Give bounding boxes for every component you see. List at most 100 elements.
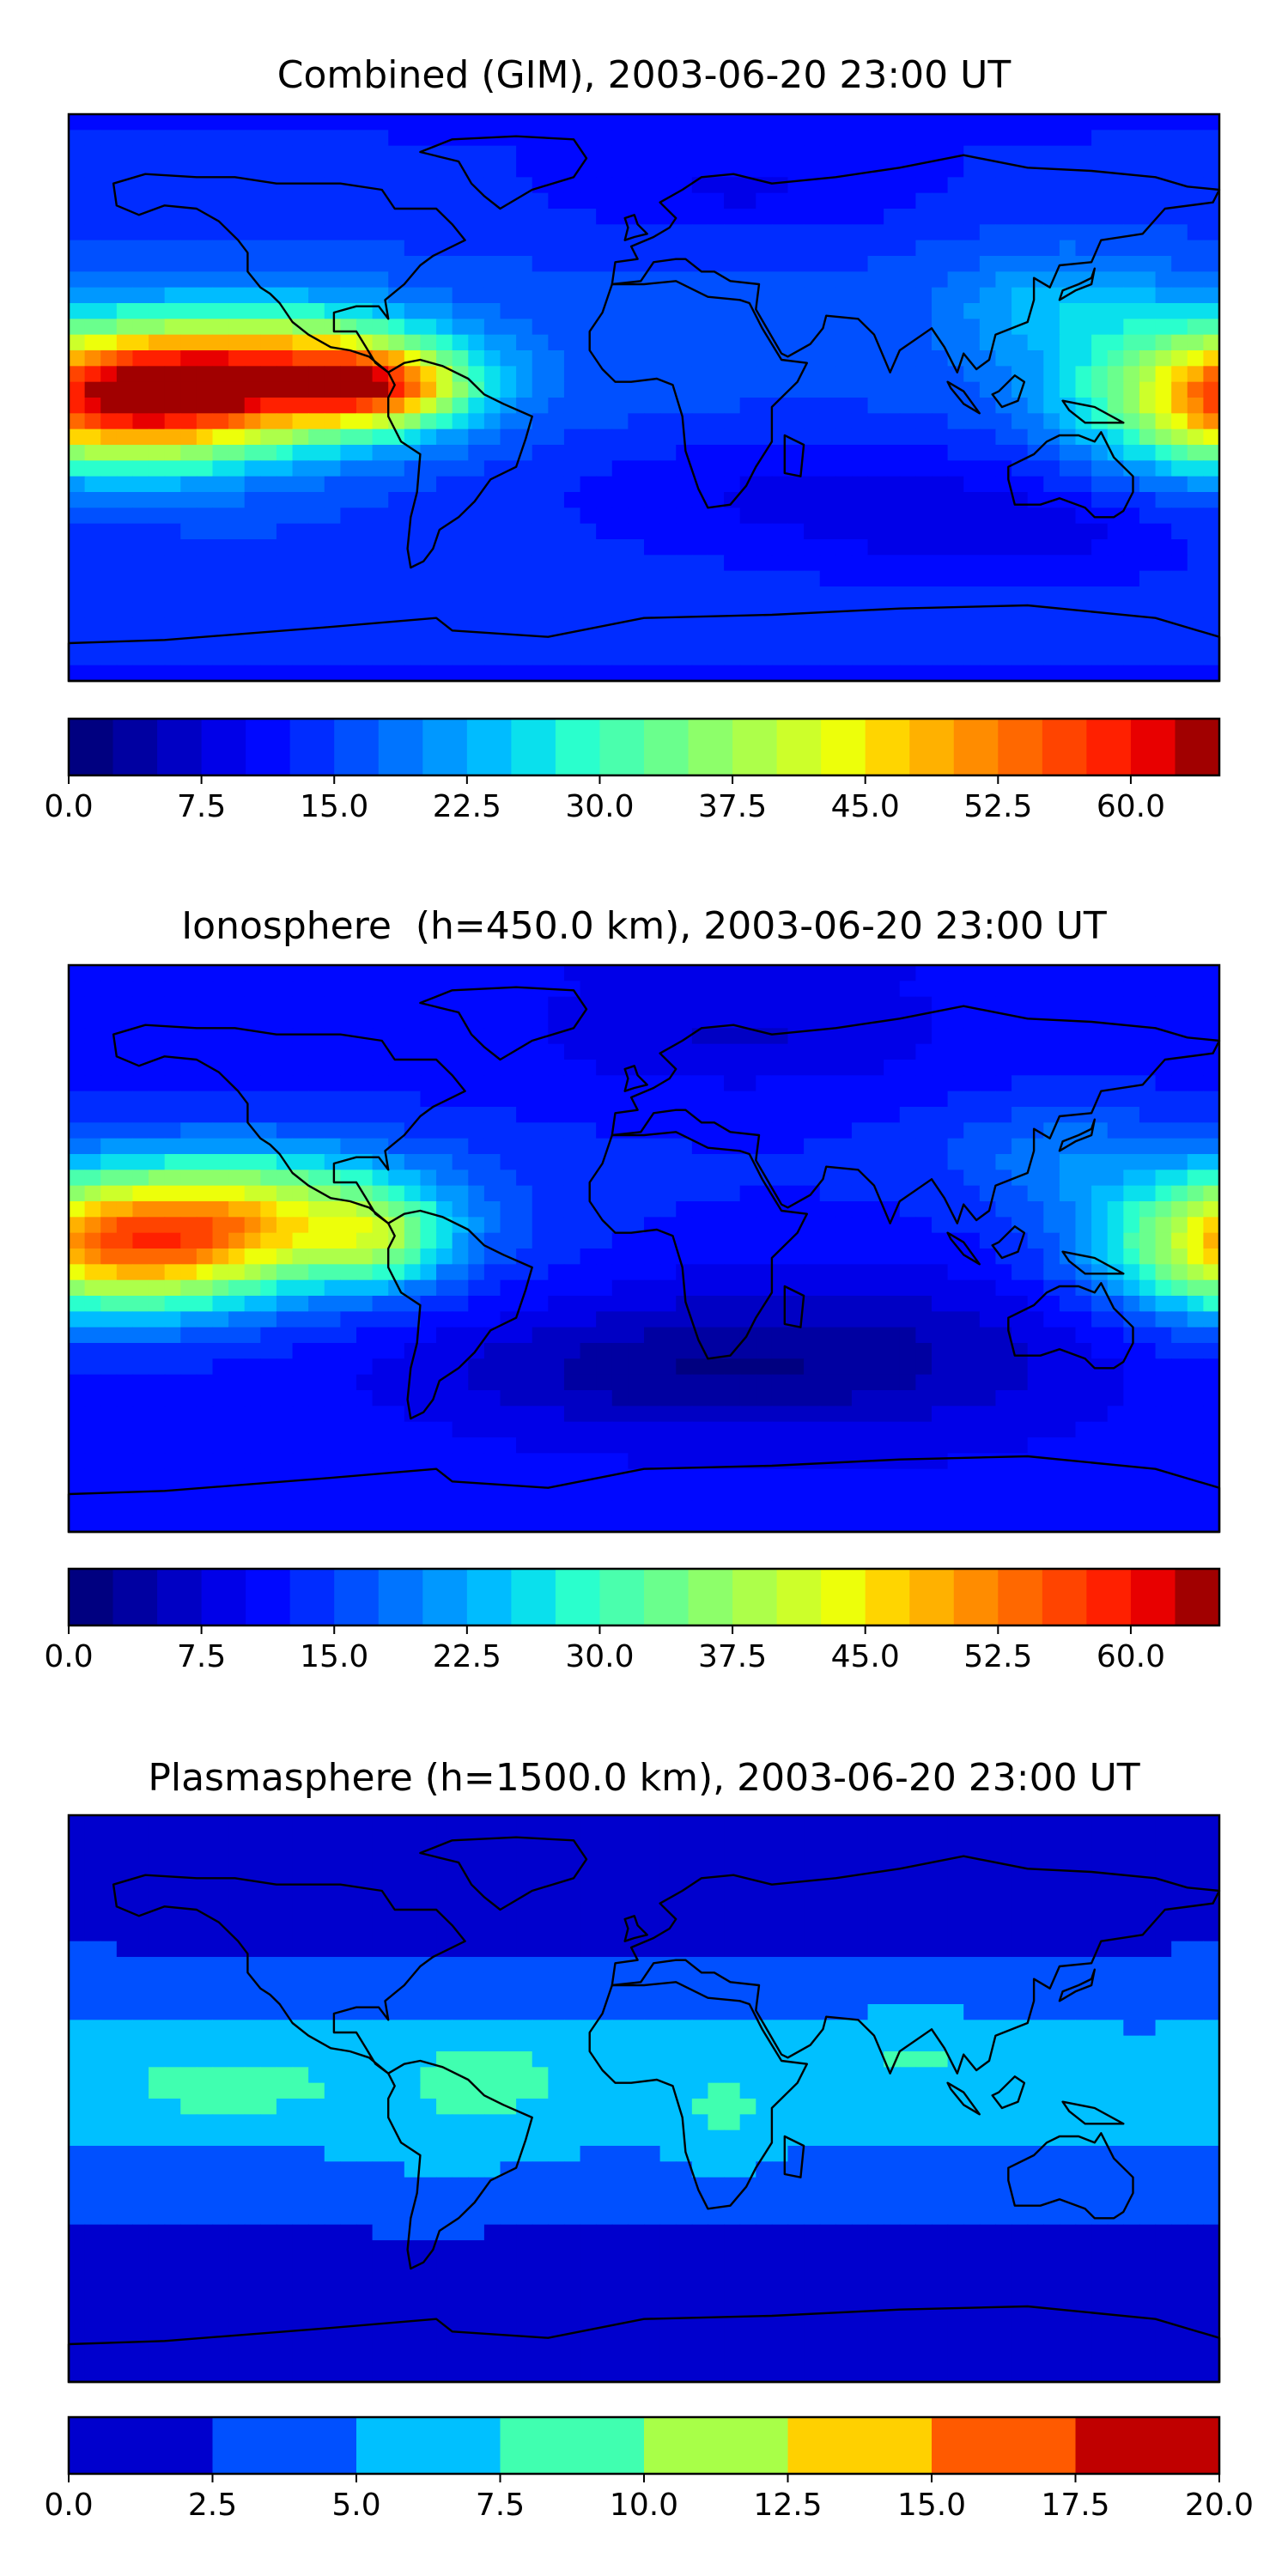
field-cell — [196, 1374, 214, 1391]
field-cell — [1155, 965, 1172, 981]
field-cell — [628, 1201, 645, 1218]
field-cell — [532, 1343, 549, 1359]
field-cell — [771, 1170, 789, 1187]
field-cell — [532, 350, 549, 367]
field-cell — [804, 617, 821, 635]
field-cell — [372, 1091, 389, 1108]
field-cell — [835, 271, 853, 289]
field-cell — [324, 1327, 341, 1344]
field-cell — [563, 256, 581, 272]
field-cell — [100, 161, 118, 178]
field-cell — [963, 1279, 981, 1297]
field-cell — [611, 539, 629, 556]
field-cell — [676, 539, 693, 556]
field-cell — [483, 366, 501, 383]
field-cell — [804, 1170, 821, 1187]
field-cell — [995, 224, 1012, 241]
field-cell — [244, 507, 261, 525]
field-cell — [292, 1091, 309, 1108]
field-cell — [851, 1154, 869, 1170]
field-cell — [324, 224, 341, 241]
field-cell — [1203, 114, 1220, 131]
field-cell — [1027, 334, 1044, 351]
field-cell — [676, 303, 693, 319]
field-cell — [628, 366, 645, 383]
field-cell — [691, 1170, 709, 1187]
field-cell — [819, 334, 836, 351]
field-cell — [1187, 586, 1204, 603]
field-cell — [500, 570, 517, 587]
field-cell — [899, 1075, 916, 1092]
field-cell — [1012, 1249, 1029, 1265]
field-cell — [899, 319, 916, 336]
field-cell — [1139, 1138, 1157, 1155]
field-cell — [1075, 634, 1092, 650]
field-cell — [819, 634, 836, 650]
field-cell — [372, 965, 389, 981]
field-cell — [116, 1468, 134, 1485]
field-cell — [228, 492, 246, 508]
field-cell — [1059, 413, 1077, 430]
field-cell — [611, 1437, 629, 1454]
field-cell — [100, 114, 118, 131]
field-cell — [628, 555, 645, 572]
field-cell — [1107, 1437, 1124, 1454]
field-cell — [979, 634, 997, 650]
field-cell — [196, 1012, 214, 1029]
field-cell — [963, 555, 981, 572]
field-cell — [1155, 114, 1172, 131]
field-cell — [1107, 1406, 1124, 1423]
field-cell — [308, 1232, 325, 1249]
field-cell — [276, 586, 294, 603]
field-cell — [372, 665, 389, 682]
field-cell — [532, 523, 549, 540]
colorbar-swatch — [776, 719, 822, 775]
field-cell — [149, 303, 166, 319]
field-cell — [804, 1374, 821, 1391]
field-cell — [995, 1185, 1012, 1202]
field-cell — [180, 1327, 197, 1344]
field-cell — [851, 177, 869, 194]
colorbar-swatch — [378, 719, 423, 775]
field-cell — [771, 1327, 789, 1344]
field-cell — [516, 303, 533, 319]
field-cell — [867, 319, 884, 336]
field-cell — [436, 334, 453, 351]
field-cell — [915, 1138, 933, 1155]
field-cell — [548, 1264, 565, 1281]
field-cell — [532, 492, 549, 508]
field-cell — [756, 1060, 773, 1076]
field-cell — [468, 240, 485, 257]
field-cell — [149, 398, 166, 414]
field-cell — [963, 602, 981, 619]
field-cell — [1187, 161, 1204, 178]
field-cell — [1059, 224, 1077, 241]
field-cell — [212, 617, 229, 635]
field-cell — [483, 1453, 501, 1470]
field-cell — [100, 602, 118, 619]
field-cell — [84, 350, 101, 367]
field-cell — [516, 996, 533, 1013]
field-cell — [659, 130, 677, 147]
field-cell — [404, 1170, 422, 1187]
field-cell — [356, 665, 374, 682]
field-cell — [884, 1185, 901, 1202]
field-cell — [356, 428, 374, 446]
field-cell — [884, 319, 901, 336]
field-cell — [500, 507, 517, 525]
field-cell — [611, 1264, 629, 1281]
field-cell — [915, 570, 933, 587]
field-cell — [1043, 1201, 1060, 1218]
field-cell — [995, 381, 1012, 398]
field-cell — [1012, 1390, 1029, 1406]
field-cell — [1027, 1358, 1044, 1376]
field-cell — [1171, 398, 1188, 414]
field-cell — [69, 996, 86, 1013]
field-cell — [340, 539, 357, 556]
field-cell — [164, 145, 181, 162]
field-cell — [756, 1154, 773, 1170]
field-cell — [979, 1437, 997, 1454]
field-cell — [835, 413, 853, 430]
field-cell — [260, 209, 277, 225]
field-cell — [340, 1437, 357, 1454]
